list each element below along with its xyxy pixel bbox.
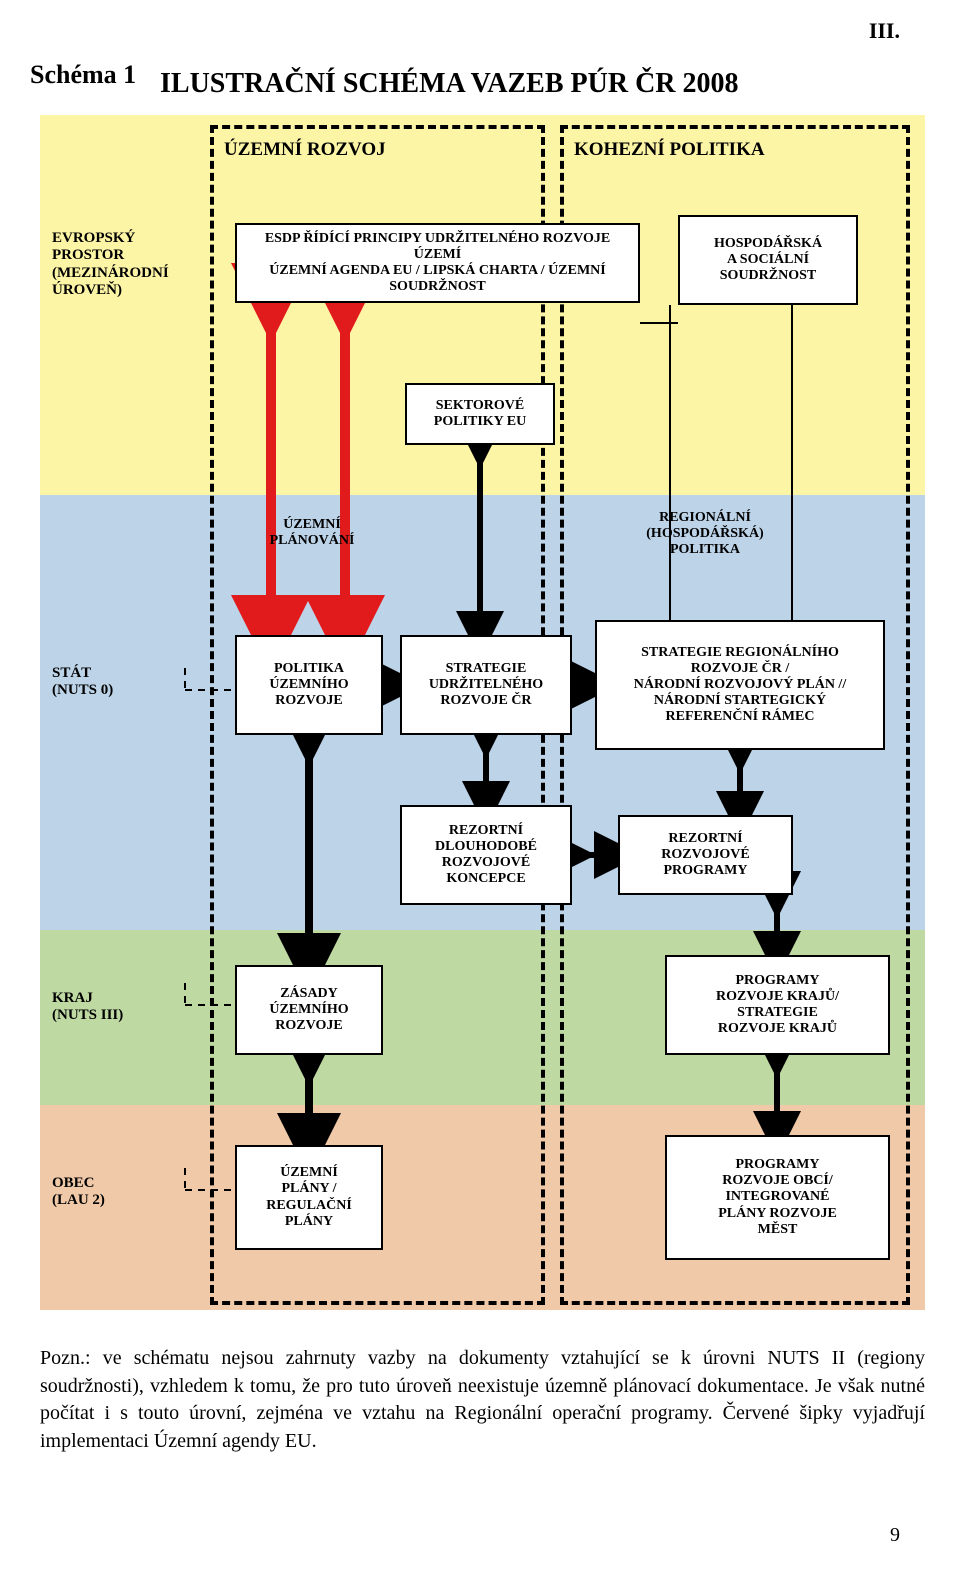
box-pur: POLITIKA ÚZEMNÍHO ROZVOJE: [235, 635, 383, 735]
diagram: ÚZEMNÍ ROZVOJ KOHEZNÍ POLITIKA EVROPSKÝ …: [40, 115, 925, 1325]
page-number: 9: [890, 1524, 900, 1547]
box-regpol: REGIONÁLNÍ (HOSPODÁŘSKÁ) POLITIKA: [600, 510, 810, 582]
box-zur: ZÁSADY ÚZEMNÍHO ROZVOJE: [235, 965, 383, 1055]
col-header-left: ÚZEMNÍ ROZVOJ: [224, 139, 386, 161]
box-pro: PROGRAMY ROZVOJE OBCÍ/ INTEGROVANÉ PLÁNY…: [665, 1135, 890, 1260]
row-label-eu: EVROPSKÝ PROSTOR (MEZINÁRODNÍ ÚROVEŇ): [52, 230, 182, 299]
box-sur: STRATEGIE UDRŽITELNÉHO ROZVOJE ČR: [400, 635, 572, 735]
main-title: ILUSTRAČNÍ SCHÉMA VAZEB PÚR ČR 2008: [160, 68, 739, 100]
row-label-obec: OBEC (LAU 2): [52, 1175, 182, 1210]
box-uplan: ÚZEMNÍ PLÁNOVÁNÍ: [238, 517, 386, 579]
row-label-stat: STÁT (NUTS 0): [52, 665, 182, 700]
box-rrp: REZORTNÍ ROZVOJOVÉ PROGRAMY: [618, 815, 793, 895]
box-up: ÚZEMNÍ PLÁNY / REGULAČNÍ PLÁNY: [235, 1145, 383, 1250]
header-roman: III.: [869, 18, 900, 44]
schema-label: Schéma 1: [30, 60, 136, 90]
box-srr: STRATEGIE REGIONÁLNÍHO ROZVOJE ČR / NÁRO…: [595, 620, 885, 750]
box-prk: PROGRAMY ROZVOJE KRAJŮ/ STRATEGIE ROZVOJ…: [665, 955, 890, 1055]
box-esdp: ESDP ŘÍDÍCÍ PRINCIPY UDRŽITELNÉHO ROZVOJ…: [235, 223, 640, 303]
box-sektor: SEKTOROVÉ POLITIKY EU: [405, 383, 555, 445]
row-label-kraj: KRAJ (NUTS III): [52, 990, 182, 1025]
col-header-right: KOHEZNÍ POLITIKA: [574, 139, 765, 161]
box-hospsoc: HOSPODÁŘSKÁ A SOCIÁLNÍ SOUDRŽNOST: [678, 215, 858, 305]
footnote: Pozn.: ve schématu nejsou zahrnuty vazby…: [40, 1345, 925, 1455]
box-rdk: REZORTNÍ DLOUHODOBÉ ROZVOJOVÉ KONCEPCE: [400, 805, 572, 905]
